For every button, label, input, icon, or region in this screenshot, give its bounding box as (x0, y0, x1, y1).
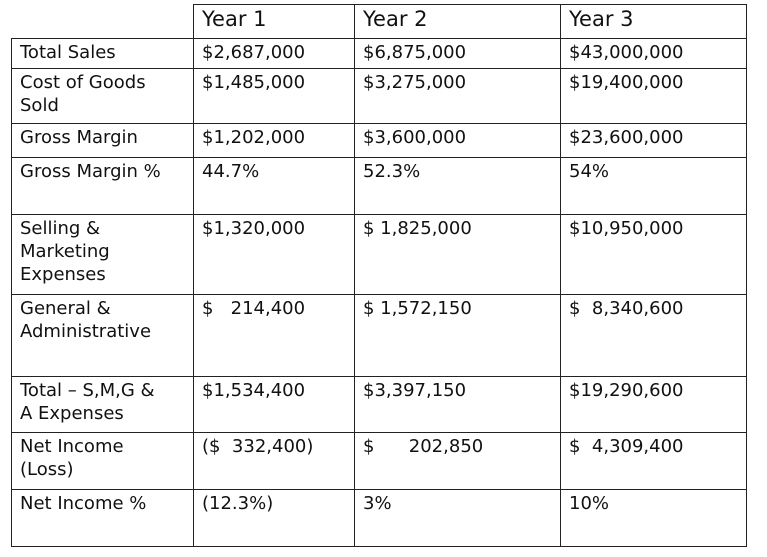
cell-value: $1,534,400 (193, 376, 355, 433)
row-label: Gross Margin % (11, 157, 194, 215)
cell-value: $ 1,825,000 (354, 214, 561, 295)
cell-value: $2,687,000 (193, 38, 355, 69)
row-label: Total Sales (11, 38, 194, 69)
row-label: Cost of Goods Sold (11, 68, 194, 124)
cell-value: $10,950,000 (560, 214, 747, 295)
cell-value: $1,202,000 (193, 123, 355, 158)
row-label: Gross Margin (11, 123, 194, 158)
table-row-total-sales: Total Sales $2,687,000 $6,875,000 $43,00… (11, 38, 747, 69)
cell-value: $6,875,000 (354, 38, 561, 69)
cell-value: $ 8,340,600 (560, 294, 747, 377)
row-label: Net Income (Loss) (11, 432, 194, 490)
header-corner-cell (11, 4, 194, 39)
cell-value: $3,600,000 (354, 123, 561, 158)
cell-value: 3% (354, 489, 561, 547)
table-row-gross-margin: Gross Margin $1,202,000 $3,600,000 $23,6… (11, 123, 747, 158)
cell-value: $ 214,400 (193, 294, 355, 377)
cell-value: $19,400,000 (560, 68, 747, 124)
cell-value: $ 1,572,150 (354, 294, 561, 377)
row-label: General & Administrative (11, 294, 194, 377)
table-row-cost-of-goods-sold: Cost of Goods Sold $1,485,000 $3,275,000… (11, 68, 747, 124)
header-year-2: Year 2 (354, 4, 561, 39)
cell-value: 52.3% (354, 157, 561, 215)
cell-value: $3,397,150 (354, 376, 561, 433)
cell-value: $19,290,600 (560, 376, 747, 433)
cell-value: $ 202,850 (354, 432, 561, 490)
cell-value: (12.3%) (193, 489, 355, 547)
table-row-general-administrative: General & Administrative $ 214,400 $ 1,5… (11, 294, 747, 377)
header-year-3: Year 3 (560, 4, 747, 39)
cell-value: 54% (560, 157, 747, 215)
cell-value: ($ 332,400) (193, 432, 355, 490)
cell-value: $3,275,000 (354, 68, 561, 124)
cell-value: $ 4,309,400 (560, 432, 747, 490)
table-row-selling-marketing: Selling & Marketing Expenses $1,320,000 … (11, 214, 747, 295)
row-label: Total – S,M,G & A Expenses (11, 376, 194, 433)
row-label: Selling & Marketing Expenses (11, 214, 194, 295)
cell-value: 44.7% (193, 157, 355, 215)
header-year-1: Year 1 (193, 4, 355, 39)
row-label: Net Income % (11, 489, 194, 547)
cell-value: 10% (560, 489, 747, 547)
table-row-net-income-loss: Net Income (Loss) ($ 332,400) $ 202,850 … (11, 432, 747, 490)
cell-value: $43,000,000 (560, 38, 747, 69)
financial-summary-table: Year 1 Year 2 Year 3 Total Sales $2,687,… (11, 4, 747, 547)
table-row-total-smga-expenses: Total – S,M,G & A Expenses $1,534,400 $3… (11, 376, 747, 433)
table-row-net-income-percent: Net Income % (12.3%) 3% 10% (11, 489, 747, 547)
cell-value: $23,600,000 (560, 123, 747, 158)
cell-value: $1,320,000 (193, 214, 355, 295)
header-row: Year 1 Year 2 Year 3 (11, 4, 747, 39)
table-row-gross-margin-percent: Gross Margin % 44.7% 52.3% 54% (11, 157, 747, 215)
cell-value: $1,485,000 (193, 68, 355, 124)
